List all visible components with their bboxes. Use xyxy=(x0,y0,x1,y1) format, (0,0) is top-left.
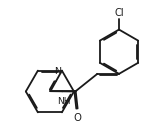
Text: N: N xyxy=(54,67,61,76)
Text: Cl: Cl xyxy=(114,8,124,18)
Text: O: O xyxy=(74,113,82,123)
Text: NH: NH xyxy=(57,97,70,106)
